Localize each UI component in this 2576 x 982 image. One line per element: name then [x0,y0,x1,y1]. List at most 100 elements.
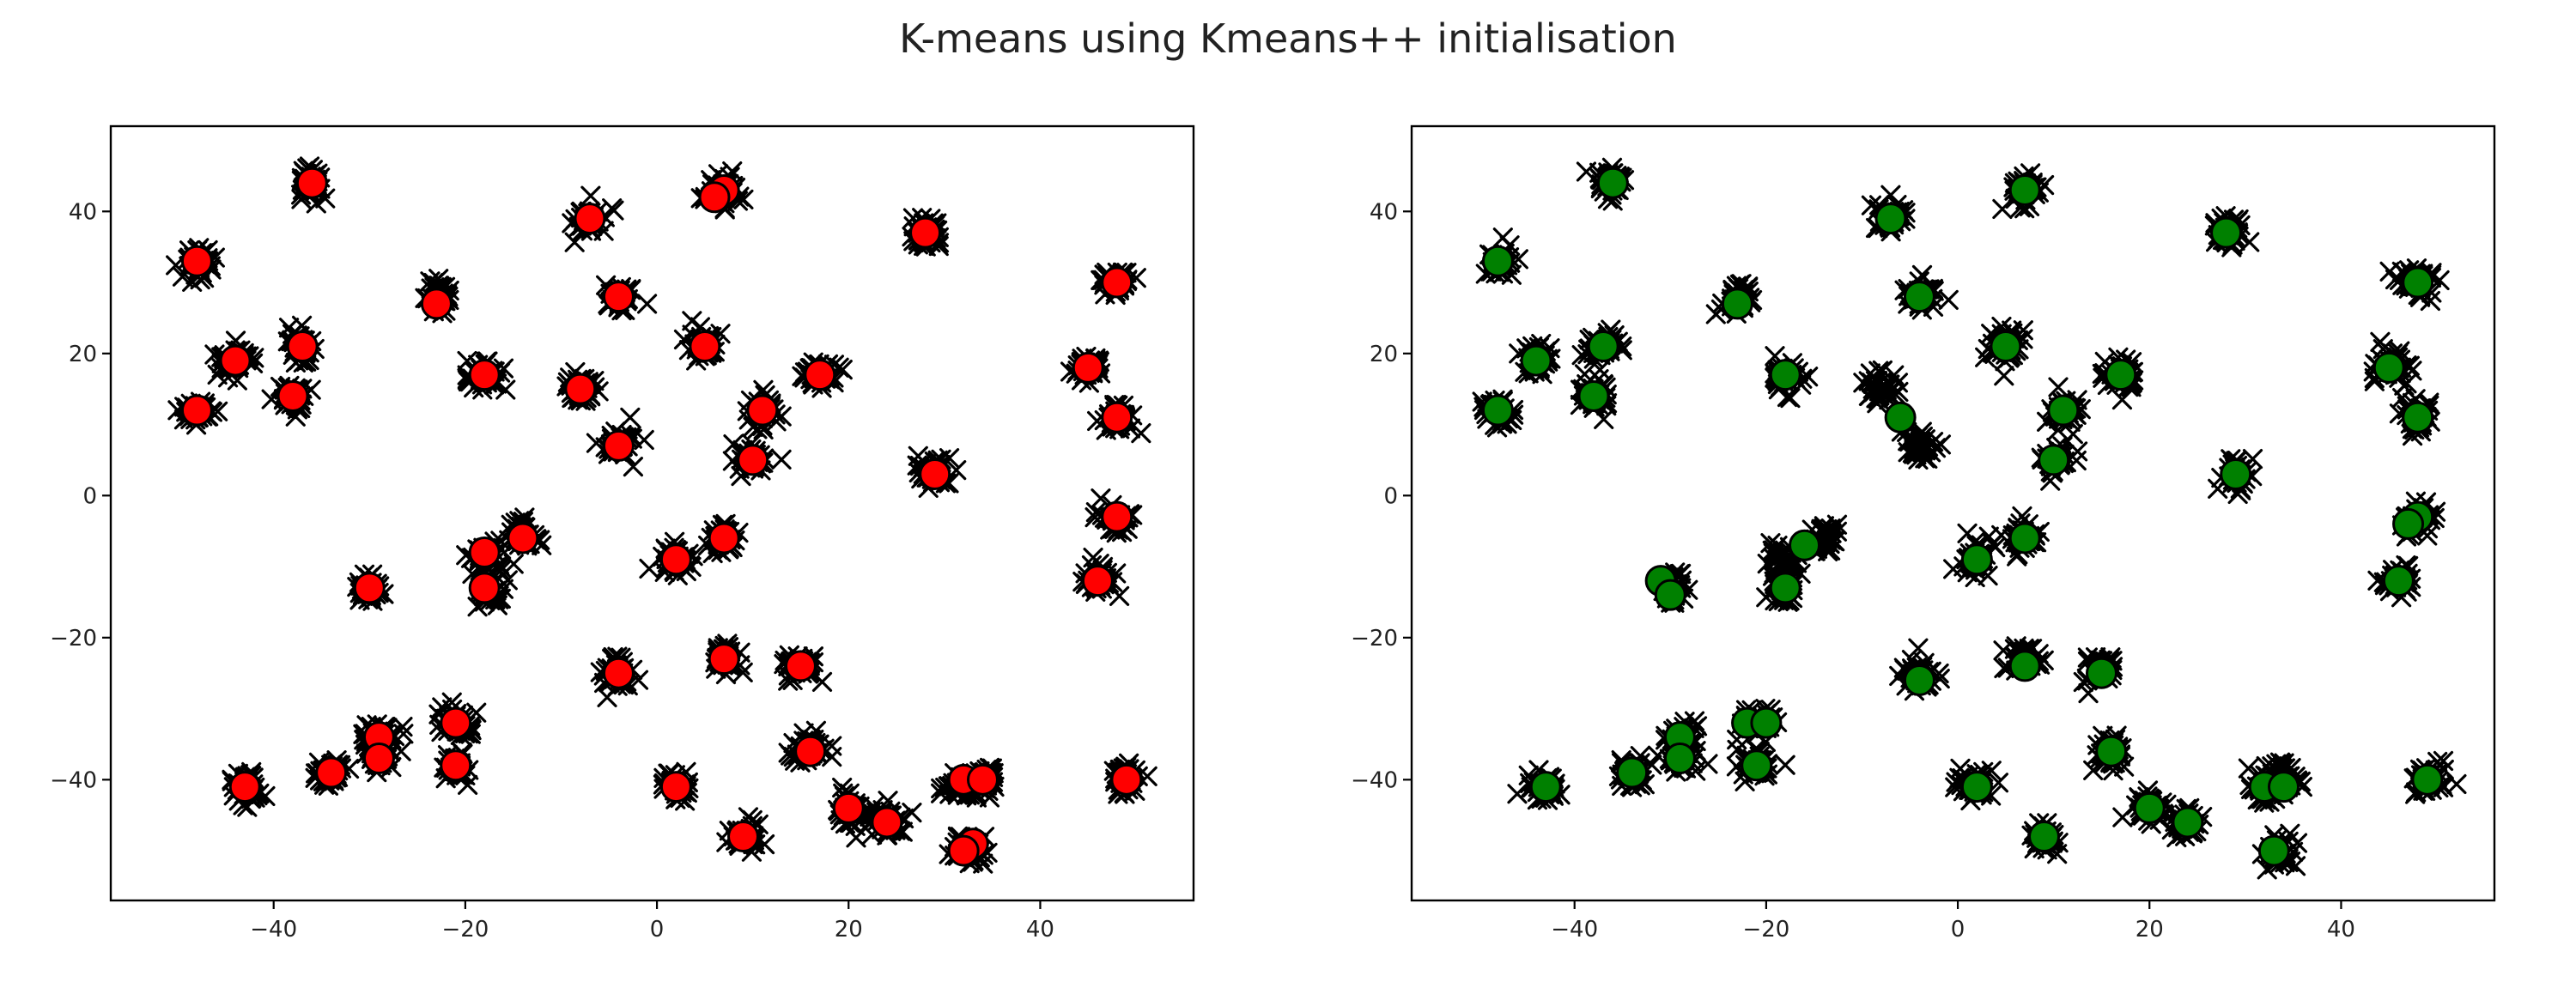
left-centroid [659,771,692,803]
left-centroid [727,821,760,853]
right-centroid [1874,203,1907,235]
right-centroid [1741,749,1773,782]
right-centroid [1654,579,1686,611]
right-centroid [1903,281,1935,313]
left-centroid [564,373,597,405]
left-centroid [698,181,731,214]
right-centroid [1520,344,1552,377]
left-centroid [708,522,740,555]
right-centroid [1721,288,1753,320]
right-centroid [2372,351,2405,384]
left-centroid [180,394,213,427]
right-centroid [2028,821,2061,853]
left-centroid [295,167,328,199]
right-y-tick-label: 0 [1383,483,1398,509]
left-centroid [737,444,769,476]
right-y-tick-label: 20 [1370,342,1398,367]
right-axes-frame [1410,124,2496,902]
left-centroid [602,281,635,313]
left-centroid [659,543,692,576]
right-centroid [1990,330,2022,363]
left-centroid [440,749,472,782]
left-centroid [1081,565,1114,597]
left-centroid [1101,266,1133,299]
left-centroid [286,330,319,363]
right-centroid [1789,529,1821,561]
left-centroid [276,379,309,412]
left-centroid [832,791,865,824]
left-centroid [947,834,980,867]
right-x-tick-label: 20 [2136,917,2164,943]
right-centroid [2008,173,2041,206]
left-centroid [689,330,721,363]
left-centroid [507,522,539,555]
left-y-tick-label: −40 [50,767,97,793]
right-centroid [1663,742,1696,774]
right-centroid [2133,791,2166,824]
right-centroid [2382,565,2415,597]
left-centroid [219,344,252,377]
left-centroid [602,429,635,462]
left-x-tick-label: 20 [835,917,863,943]
right-centroid [2210,216,2243,249]
left-centroid [784,650,817,682]
right-cluster-points [1853,360,1909,414]
left-centroid [468,536,501,569]
left-centroid [871,806,903,839]
right-centroid [2008,650,2041,682]
right-centroid [2095,735,2128,767]
right-centroid [1903,664,1935,696]
right-centroid [1577,379,1610,412]
left-centroid [228,771,261,803]
right-centroid [2047,394,2080,427]
left-centroid [909,216,942,249]
left-centroid [353,572,386,604]
left-x-tick-label: −20 [441,917,489,943]
left-y-tick-label: 20 [69,342,97,367]
left-y-tick-label: 40 [69,199,97,225]
left-centroid [708,643,740,676]
right-centroid [2105,359,2137,391]
right-centroid [1481,245,1514,277]
right-centroid [1587,330,1619,363]
left-scatter-panel: −40 −20 0 20 40 −40 −20 0 20 40 [50,124,1195,943]
left-centroid [1101,401,1133,433]
right-centroid [1769,572,1801,604]
right-centroid [1529,771,1562,803]
left-centroid [794,735,827,767]
right-centroid [1616,756,1649,789]
right-y-tick-label: −20 [1351,626,1398,652]
right-centroid [1750,706,1783,739]
left-centroid [1072,351,1104,384]
left-x-tick-label: 40 [1026,917,1054,943]
left-centroid [746,394,779,427]
right-centroid [2402,266,2434,299]
left-centroid [919,458,951,490]
right-centroid [2411,763,2444,796]
left-centroid [468,359,501,391]
right-x-tick-label: −40 [1551,917,1598,943]
right-centroid [2257,834,2290,867]
left-centroid [602,657,635,689]
right-y-tick-label: 40 [1370,199,1398,225]
right-x-tick-label: 0 [1951,917,1965,943]
right-scatter-panel: −40 −20 0 20 40 −40 −20 0 20 40 [1351,124,2496,943]
left-y-tick-label: 0 [82,483,97,509]
right-centroid [1596,167,1629,199]
right-centroid [2085,657,2117,689]
left-centroid [1110,763,1143,796]
right-cluster-points [1891,421,1952,470]
right-centroid [1960,771,1993,803]
left-centroid [804,359,836,391]
left-y-tick-label: −20 [50,626,97,652]
right-centroid [1481,394,1514,427]
right-centroid [1884,401,1917,433]
left-centroid [574,203,606,235]
right-centroid [2267,771,2300,803]
right-centroid [2038,444,2070,476]
left-centroid [440,706,472,739]
left-centroid [362,742,395,774]
right-centroid [2392,507,2425,540]
right-centroid [2220,458,2252,490]
